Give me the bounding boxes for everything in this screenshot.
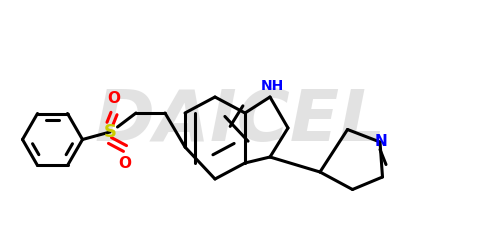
Text: O: O xyxy=(118,156,132,171)
Text: NH: NH xyxy=(261,79,284,93)
Text: DAICEL: DAICEL xyxy=(94,86,386,156)
Text: S: S xyxy=(104,123,117,141)
Text: O: O xyxy=(108,91,120,106)
Text: N: N xyxy=(374,134,388,149)
